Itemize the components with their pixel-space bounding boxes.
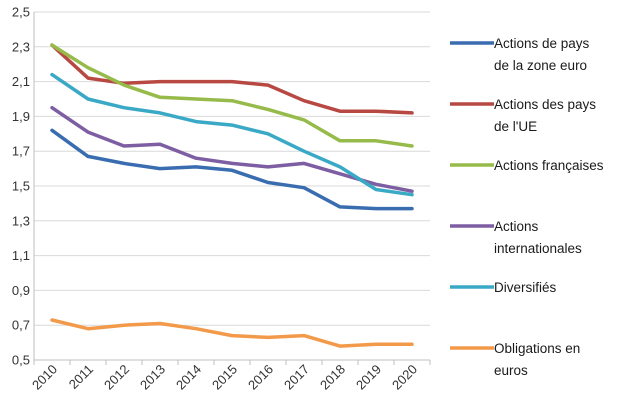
x-tick-label: 2020 [389, 362, 420, 393]
y-tick-label: 1,5 [12, 179, 30, 194]
x-tick-label: 2015 [209, 362, 240, 393]
series-line-0 [50, 128, 414, 211]
x-tick-label: 2013 [137, 362, 168, 393]
legend: Actions de pays de la zone euro Actions de… [450, 36, 604, 378]
legend-label-5: Obligations en [494, 341, 580, 356]
y-tick-label: 0,9 [12, 283, 30, 298]
x-tick-label: 2019 [353, 362, 384, 393]
legend-label-0: Actions de pays [494, 36, 590, 51]
series-line-1 [50, 43, 414, 115]
legend-label-5: euros [494, 363, 528, 378]
series-line-4 [50, 72, 414, 197]
y-tick-label: 1,3 [12, 213, 30, 228]
x-tick-label: 2011 [66, 362, 96, 392]
legend-label-3: Actions [494, 219, 539, 234]
legend-label-0: de la zone euro [494, 58, 587, 73]
y-tick-label: 1,9 [12, 109, 30, 124]
series-lines [50, 43, 414, 348]
series-line-2 [50, 43, 414, 148]
y-tick-label: 2,3 [12, 39, 30, 54]
series-line-5 [50, 318, 414, 348]
x-tick-label: 2017 [281, 362, 312, 393]
legend-label-4: Diversifiés [494, 280, 557, 295]
y-tick-label: 0,5 [12, 353, 30, 368]
x-tick-label: 2012 [101, 362, 132, 393]
legend-label-2: Actions françaises [494, 158, 604, 173]
x-tick-label: 2018 [317, 362, 348, 393]
legend-label-1: Actions des pays [494, 97, 596, 112]
y-tick-label: 2,1 [12, 74, 30, 89]
x-tick-label: 2010 [29, 362, 60, 393]
y-tick-label: 1,1 [12, 248, 30, 263]
x-tick-label: 2014 [173, 362, 204, 393]
legend-label-1: de l'UE [494, 119, 537, 134]
y-tick-label: 2,5 [12, 5, 30, 20]
y-tick-label: 1,7 [12, 144, 30, 159]
legend-label-3: internationales [494, 241, 582, 256]
x-tick-label: 2016 [245, 362, 276, 393]
series-line-3 [50, 105, 414, 193]
y-tick-label: 0,7 [12, 318, 30, 333]
